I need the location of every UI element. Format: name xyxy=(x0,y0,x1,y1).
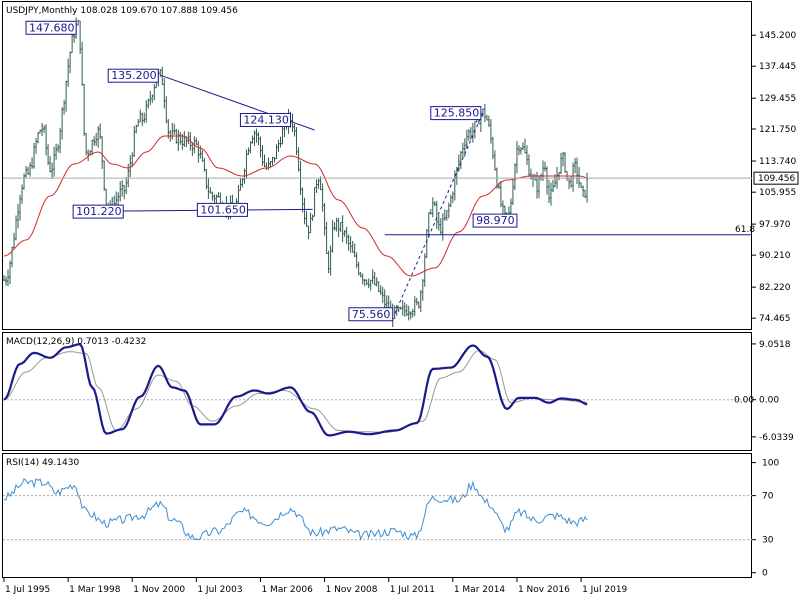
annotation-label: 75.560 xyxy=(352,308,391,321)
price-axis-label: 113.740 xyxy=(759,157,796,167)
annotation-box xyxy=(72,204,124,219)
price-annotation: 135.200 xyxy=(107,68,159,83)
current-price-box xyxy=(753,171,799,185)
annotation-label: 101.220 xyxy=(76,205,122,218)
macd-axis-label: -6.0339 xyxy=(759,433,794,443)
annotation-label: 147.680 xyxy=(29,21,75,34)
moving-average-line xyxy=(3,135,588,277)
annotation-box xyxy=(25,20,77,35)
macd-zero-label: 0.00 xyxy=(734,396,754,406)
time-axis-label: 1 Jul 2019 xyxy=(582,585,627,595)
annotation-label: 98.970 xyxy=(476,214,515,227)
price-axis-label: 121.750 xyxy=(759,125,796,135)
rsi-axis-label: 100 xyxy=(762,459,779,469)
time-axis-label: 1 Mar 2006 xyxy=(261,585,313,595)
macd-axis-label: 9.0518 xyxy=(759,340,791,350)
rsi-axis-label: 30 xyxy=(762,536,774,546)
annotation-label: 124.130 xyxy=(243,113,288,126)
current-price-label: 109.456 xyxy=(758,174,795,184)
price-annotation: 101.220 xyxy=(72,204,124,219)
rsi-title: RSI(14) 49.1430 xyxy=(6,458,79,468)
price-series: 61.8 147.680 135.200 124.130 125.850 101.220 1… xyxy=(3,17,755,328)
annotation-label: 135.200 xyxy=(111,69,157,82)
price-axis-label: 74.465 xyxy=(759,314,791,324)
annotation-box xyxy=(196,202,248,217)
price-axis-label: 105.955 xyxy=(759,188,796,198)
time-axis-label: 1 Jul 2003 xyxy=(197,585,242,595)
time-axis-label: 1 Jul 1995 xyxy=(5,585,50,595)
macd-panel-frame xyxy=(2,332,752,451)
time-axis-label: 1 Mar 2014 xyxy=(454,585,506,595)
annotation-box xyxy=(348,307,394,322)
annotation-label: 125.850 xyxy=(434,107,480,120)
annotation-box xyxy=(472,213,518,228)
price-annotation: 75.560 xyxy=(348,307,394,322)
macd-series: 0.00 xyxy=(3,343,754,437)
price-panel-frame xyxy=(2,1,752,330)
price-axis-label: 145.200 xyxy=(759,31,796,41)
price-axis-label: 82.220 xyxy=(759,283,791,293)
rsi-line xyxy=(3,477,588,541)
rsi-series xyxy=(3,477,752,541)
macd-line xyxy=(3,343,588,437)
price-annotation: 98.970 xyxy=(472,213,518,228)
time-axis-label: 1 Nov 2000 xyxy=(133,585,185,595)
price-annotation: 124.130 xyxy=(239,112,292,127)
axes: 145.200 137.445 129.455 121.750 113.740 105.9… xyxy=(3,31,799,595)
time-axis-label: 1 Nov 2016 xyxy=(518,585,570,595)
price-annotation: 101.650 xyxy=(196,202,248,217)
rsi-axis-label: 0 xyxy=(762,569,768,579)
price-annotation: 125.850 xyxy=(430,106,482,121)
annotation-box xyxy=(430,106,482,121)
trendline xyxy=(394,112,484,314)
time-axis-label: 1 Nov 2008 xyxy=(326,585,378,595)
rsi-axis-label: 70 xyxy=(762,492,774,502)
macd-title: MACD(12,26,9) 0.7013 -0.4232 xyxy=(6,337,146,347)
price-axis-label: 97.970 xyxy=(759,220,791,230)
price-axis-label: 129.455 xyxy=(759,94,796,104)
price-axis-label: 137.445 xyxy=(759,62,796,72)
annotation-box xyxy=(239,112,292,127)
price-axis-label: 90.210 xyxy=(759,251,791,261)
rsi-panel-frame xyxy=(2,453,752,578)
time-axis-label: 1 Jul 2011 xyxy=(390,585,435,595)
time-axis-label: 1 Mar 1998 xyxy=(69,585,121,595)
annotation-box xyxy=(107,68,159,83)
price-title: USDJPY,Monthly 108.028 109.670 107.888 1… xyxy=(6,6,238,16)
price-annotation: 147.680 xyxy=(25,20,77,35)
fib-618-label: 61.8 xyxy=(735,225,755,235)
annotation-label: 101.650 xyxy=(200,203,246,216)
macd-axis-label: 0.00 xyxy=(759,396,779,406)
